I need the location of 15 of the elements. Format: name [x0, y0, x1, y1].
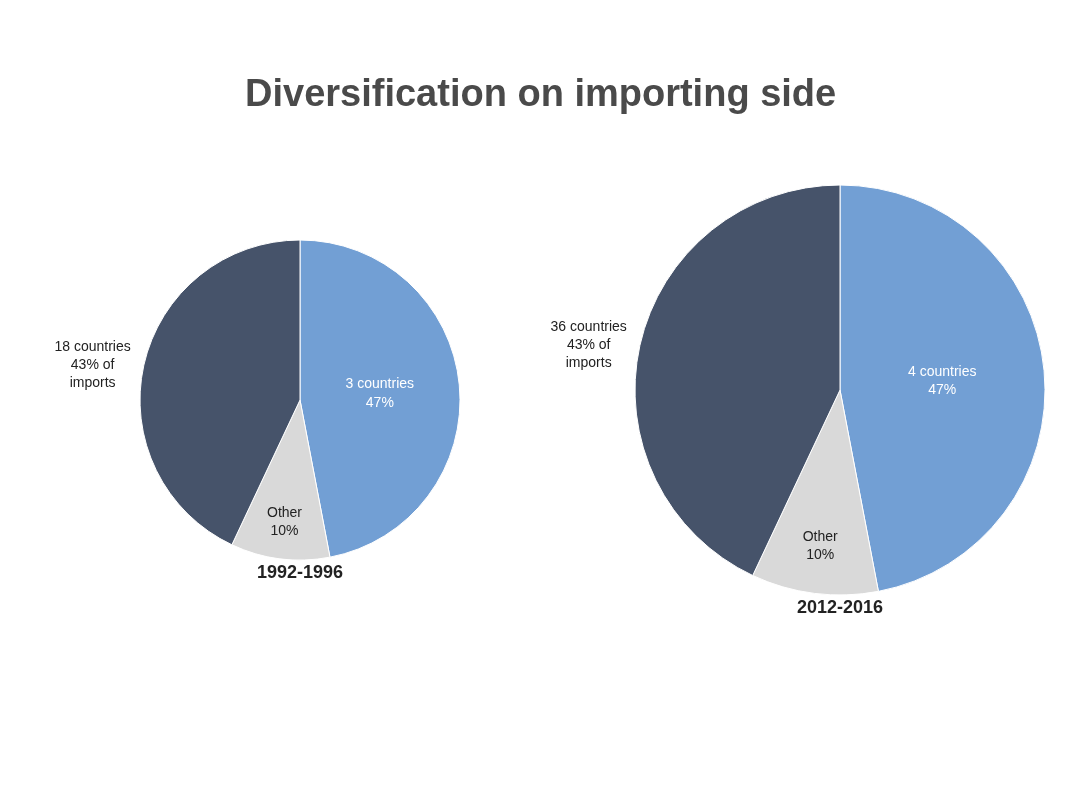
slice-label: 18 countries — [54, 337, 131, 354]
data-label: 47% — [928, 381, 957, 398]
slice-label: 36 countries — [550, 317, 627, 334]
text: 1992-1996 — [256, 562, 344, 582]
data-label: 10% — [270, 522, 299, 539]
slice-label: Other — [802, 528, 839, 545]
slice-label: 4 countries — [908, 363, 977, 380]
text: Diversification on importing side — [245, 72, 837, 114]
slice-label: 3 countries — [345, 375, 415, 392]
text: 2012-2016 — [796, 597, 884, 617]
data-label: 43% of imports — [69, 355, 116, 391]
data-label: 47% — [365, 393, 394, 410]
slice-label: Other — [267, 504, 303, 521]
data-label: 10% — [806, 546, 835, 563]
data-label: 43% of imports — [565, 336, 612, 371]
